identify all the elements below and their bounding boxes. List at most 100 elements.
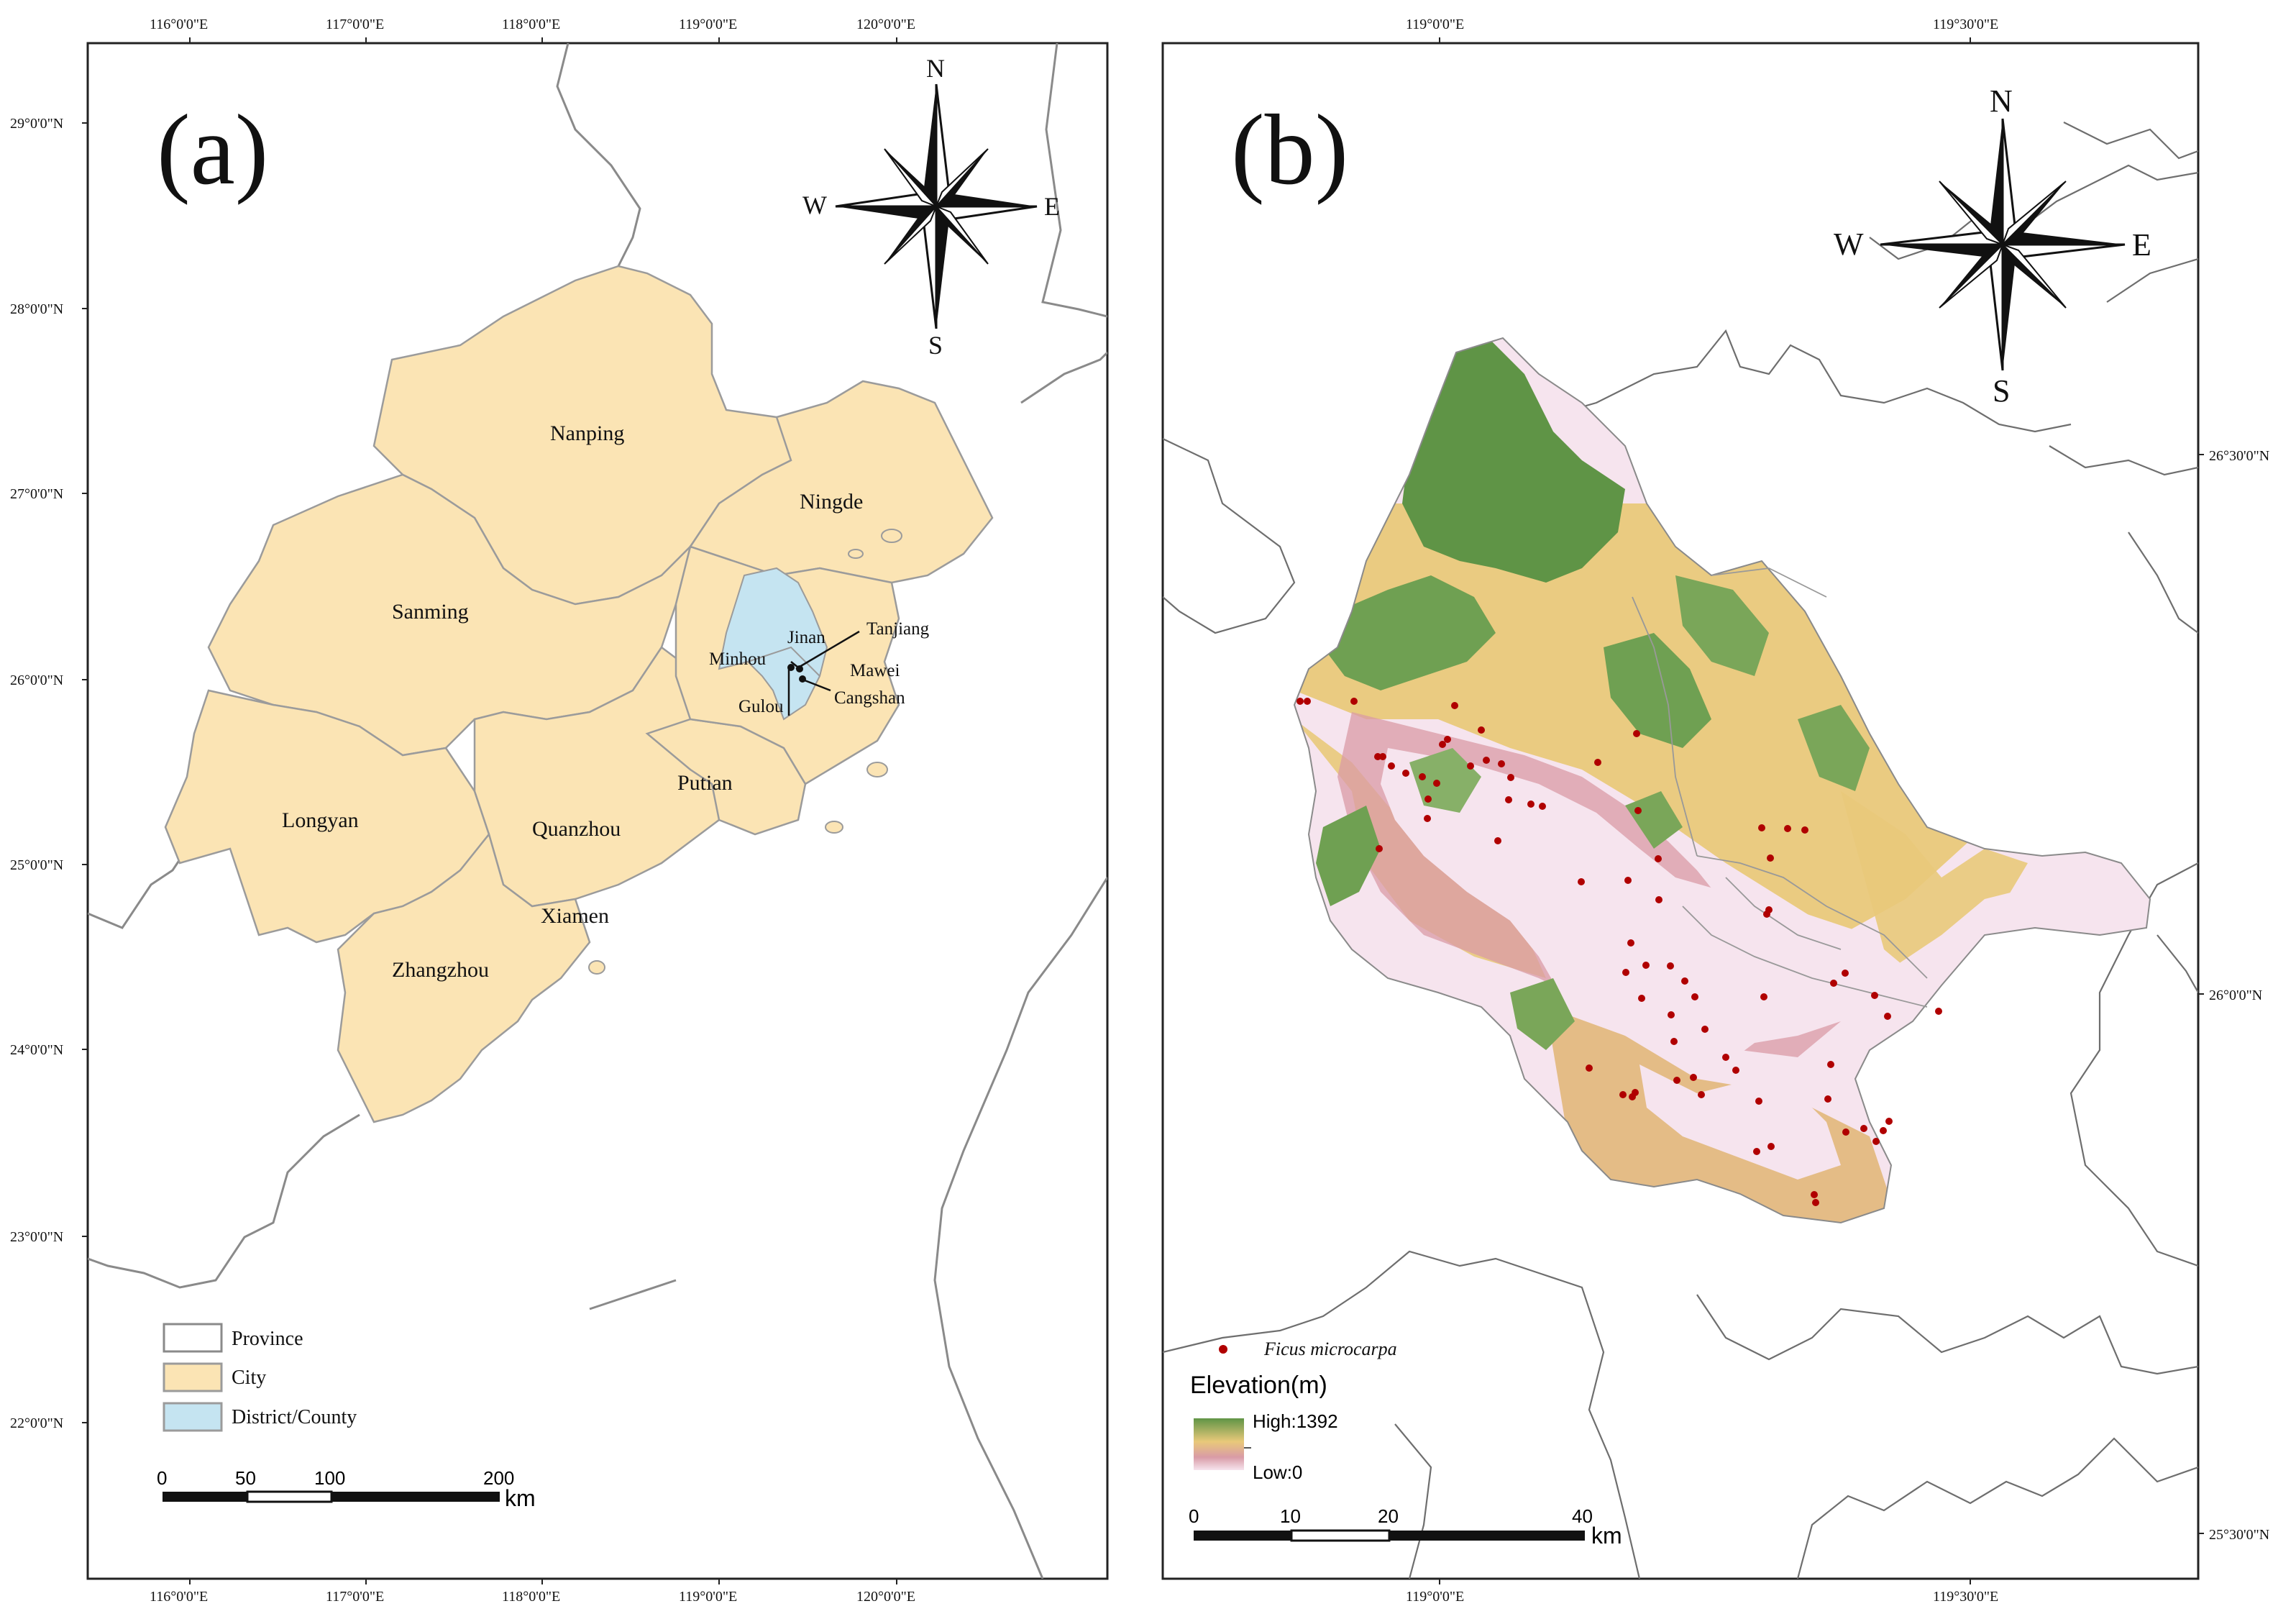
top-tick-label: 118°0'0"E [502, 17, 560, 32]
occurrence-point [1483, 757, 1490, 764]
islands [588, 529, 902, 975]
occurrence-point [1594, 759, 1601, 766]
occurrence-point [1527, 801, 1535, 808]
legend-swatch-district [163, 1402, 223, 1432]
occurrence-point [1624, 877, 1632, 884]
district-label-cangshan: Cangshan [834, 688, 905, 708]
city-labels: Nanping Ningde Sanming Longyan Quanzhou … [282, 421, 863, 982]
occurrence-point [1424, 815, 1431, 822]
scale-tick: 0 [1189, 1505, 1199, 1527]
occurrence-point [1655, 896, 1662, 903]
occurrence-point [1667, 962, 1674, 970]
top-tick-label: 119°0'0"E [1406, 17, 1464, 32]
occurrence-point [1622, 969, 1629, 976]
occurrence-point [1379, 753, 1386, 760]
left-tick-label: 26°0'0"N [10, 672, 63, 688]
occurrence-point [1691, 993, 1698, 1000]
city-label-putian: Putian [677, 771, 733, 795]
panel-a: (a) Nanping Ningde Sanming Longyan Quanz… [10, 17, 1109, 1605]
occurrence-point [1884, 1013, 1891, 1020]
compass-s: S [1993, 373, 2010, 409]
district-label-gulou: Gulou [738, 697, 784, 716]
occurrence-point [1698, 1091, 1705, 1098]
elevation-title: Elevation(m) [1190, 1372, 1327, 1399]
left-tick-label: 27°0'0"N [10, 486, 63, 502]
city-label-quanzhou: Quanzhou [532, 817, 621, 841]
occurrence-point [1505, 796, 1512, 803]
left-tick-label: 25°0'0"N [10, 857, 63, 873]
right-tick-label: 25°30'0"N [2209, 1527, 2269, 1543]
scale-bar-b: 0 10 20 40 km [1189, 1505, 1622, 1549]
legend-label-district: District/County [232, 1406, 357, 1428]
compass-w: W [1834, 227, 1864, 262]
district-point [799, 675, 806, 683]
occurrence-point [1655, 855, 1662, 862]
left-tick-label: 24°0'0"N [10, 1042, 63, 1058]
occurrence-point [1498, 760, 1505, 767]
legend-swatch-province [163, 1323, 223, 1353]
occurrence-point [1755, 1098, 1762, 1105]
occurrence-point [1642, 962, 1650, 969]
compass-n: N [926, 54, 945, 83]
legend-b: Ficus microcarpa Elevation(m) High:1392 … [1190, 1338, 1397, 1483]
elevation-high: High:1392 [1253, 1410, 1338, 1432]
occurrence-point [1670, 1038, 1678, 1045]
occurrence-point [1812, 1199, 1819, 1206]
legend-swatch-city [163, 1362, 223, 1392]
scale-unit: km [505, 1485, 536, 1511]
city-label-xiamen: Xiamen [541, 904, 609, 928]
bottom-tick-label: 116°0'0"E [150, 1589, 208, 1605]
occurrence-point [1690, 1074, 1697, 1081]
scale-tick: 50 [235, 1467, 256, 1489]
occurrence-point [1433, 780, 1440, 787]
legend-label-province: Province [232, 1328, 303, 1350]
compass-s: S [928, 331, 943, 360]
occurrence-point [1634, 807, 1642, 814]
occurrence-point [1872, 1138, 1880, 1145]
scale-tick: 10 [1280, 1505, 1301, 1527]
scale-tick: 40 [1572, 1505, 1593, 1527]
occurrence-point [1304, 698, 1311, 705]
occurrence-point [1765, 906, 1773, 913]
province-boundary [88, 43, 1107, 1579]
occurrence-point [1935, 1008, 1942, 1015]
city-label-ningde: Ningde [800, 490, 863, 514]
bottom-tick-label: 120°0'0"E [856, 1589, 915, 1605]
occurrence-point [1388, 762, 1395, 770]
graticule-b [1439, 37, 2204, 1584]
district-markers [787, 630, 860, 716]
region-zhangzhou [337, 832, 591, 1123]
district-point [796, 665, 803, 672]
occurrence-point [1842, 970, 1849, 977]
occurrence-point [1444, 736, 1451, 743]
occurrence-point [1586, 1064, 1593, 1072]
occurrence-point [1842, 1128, 1849, 1136]
legend-occurrence-label: Ficus microcarpa [1263, 1338, 1397, 1359]
city-regions [164, 265, 994, 1123]
region-ningde [689, 380, 994, 584]
occurrence-point [1451, 702, 1458, 709]
bottom-tick-label: 118°0'0"E [502, 1589, 560, 1605]
left-tick-label: 23°0'0"N [10, 1229, 63, 1245]
occurrence-point [1722, 1054, 1729, 1061]
elevation-low: Low:0 [1253, 1461, 1302, 1483]
occurrence-point [1824, 1095, 1831, 1103]
top-tick-label: 117°0'0"E [326, 17, 384, 32]
panel-b: (b) N S E W Ficus microc [1161, 17, 2269, 1605]
occurrence-point [1619, 1091, 1627, 1098]
legend-label-city: City [232, 1367, 266, 1389]
top-tick-label: 120°0'0"E [856, 17, 915, 32]
bottom-tick-label: 117°0'0"E [326, 1589, 384, 1605]
occurrence-point [1732, 1067, 1739, 1074]
occurrence-point [1419, 773, 1426, 780]
occurrence-point [1376, 845, 1383, 852]
occurrence-point [1632, 1089, 1639, 1096]
scale-unit: km [1591, 1523, 1622, 1549]
occurrence-point [1638, 995, 1645, 1002]
occurrence-point [1827, 1061, 1834, 1068]
city-label-zhangzhou: Zhangzhou [392, 958, 489, 982]
occurrence-point [1673, 1077, 1680, 1084]
occurrence-point [1374, 753, 1381, 760]
occurrence-point [1439, 741, 1446, 748]
top-tick-label: 119°30'0"E [1933, 17, 1998, 32]
